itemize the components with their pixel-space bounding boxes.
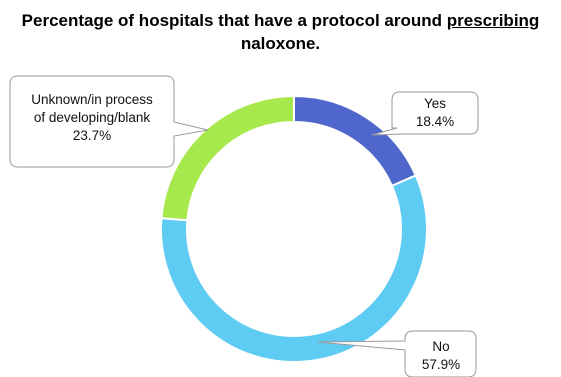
callout-unknown-label-line-2: of developing/blank <box>34 110 151 125</box>
chart-title-underlined-word: prescribing <box>446 11 540 30</box>
callout-unknown: Unknown/in process of developing/blank 2… <box>9 75 209 168</box>
callout-unknown-label-line-1: Unknown/in process <box>31 92 153 107</box>
chart-title-part-3: naloxone. <box>240 34 321 53</box>
donut-slice-unknown <box>160 94 295 222</box>
chart-title-part-1: Percentage of hospitals that have a prot… <box>21 11 447 30</box>
donut-slice-no <box>160 174 428 363</box>
callout-yes-bubble <box>371 91 479 136</box>
donut-slices <box>160 94 428 363</box>
chart-title: Percentage of hospitals that have a prot… <box>0 9 561 55</box>
callout-no-value: 57.9% <box>422 357 460 372</box>
callout-unknown-bubble <box>9 75 209 168</box>
callout-yes-value: 18.4% <box>416 114 454 129</box>
callout-no-label: No <box>432 339 449 354</box>
callout-yes-label: Yes <box>424 96 446 111</box>
callout-yes: Yes 18.4% <box>371 91 479 136</box>
callout-unknown-value: 23.7% <box>73 128 111 143</box>
